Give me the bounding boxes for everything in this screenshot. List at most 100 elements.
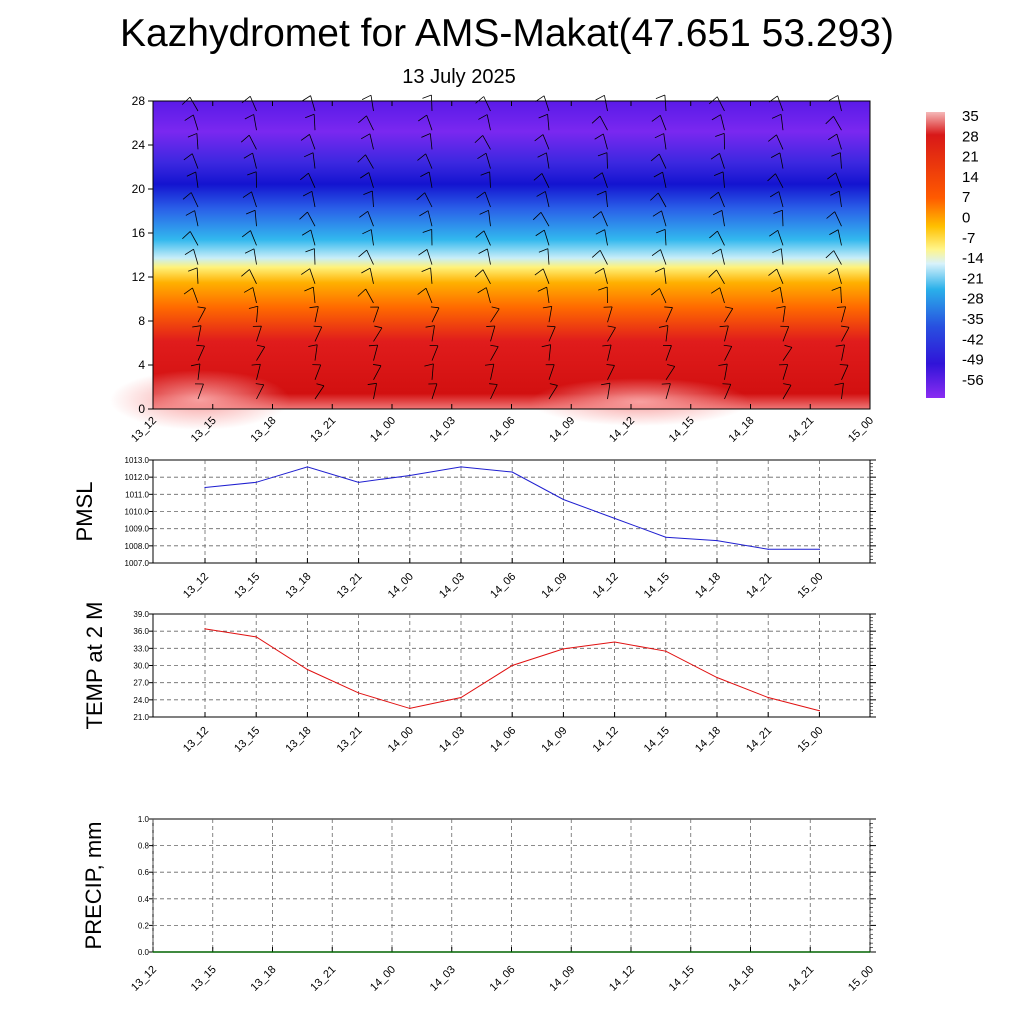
wind-barb-flag [362, 229, 372, 235]
data-point [255, 481, 257, 483]
data-point [511, 471, 513, 473]
wind-barb-flag [418, 249, 428, 256]
wind-barb [841, 344, 845, 361]
wind-barb-flag [474, 135, 484, 144]
wind-barb-flag [723, 344, 732, 347]
wind-barb [424, 192, 433, 208]
wind-barb-flag [598, 286, 608, 291]
wind-barb-flag [783, 383, 792, 386]
wind-barb [309, 268, 316, 284]
wind-barb-flag [595, 229, 605, 235]
wind-barb-flag [367, 382, 377, 385]
wind-barb-flag [708, 96, 718, 105]
wind-barb [546, 287, 550, 304]
y-tick-label: 1008.0 [125, 542, 150, 551]
data-point [630, 951, 632, 953]
wind-barb [543, 229, 550, 246]
wind-barb [253, 248, 257, 265]
wind-barb-flag [480, 171, 490, 176]
wind-barb-flag [251, 363, 261, 366]
wind-barb-flag [244, 248, 255, 254]
wind-barb [425, 288, 433, 304]
wind-barb [249, 96, 257, 112]
wind-barb [665, 345, 672, 361]
colorbar-label: -7 [962, 230, 975, 247]
wind-barb-flag [549, 383, 558, 386]
data-point [818, 548, 821, 550]
wind-barb-flag [654, 133, 664, 139]
wind-barb-flag [597, 152, 608, 157]
wind-barb-flag [301, 95, 311, 102]
wind-barb-flag [357, 154, 366, 163]
wind-barb-flag [299, 211, 308, 220]
wind-barb [373, 365, 382, 380]
wind-barb [251, 191, 257, 208]
wind-barb-flag [769, 191, 780, 198]
wind-barb-flag [305, 248, 315, 253]
wind-barb [607, 306, 613, 323]
wind-barb-flag [711, 114, 721, 121]
x-tick-label: 14_06 [488, 571, 518, 601]
wind-barb-flag [602, 344, 612, 347]
wind-barb-flag [719, 325, 729, 328]
wind-barb-flag [829, 229, 839, 235]
wind-barb-flag [831, 286, 841, 291]
x-tick-label: 15_00 [795, 725, 825, 755]
colorbar-label: 7 [962, 189, 970, 206]
x-tick-label: 14_09 [539, 725, 569, 755]
data-point [331, 951, 333, 953]
data-point [869, 951, 871, 953]
wind-barb [782, 364, 789, 380]
wind-barb [426, 114, 433, 131]
wind-barb [722, 171, 725, 188]
wind-barb [314, 248, 316, 265]
x-tick-label: 14_21 [744, 725, 774, 755]
x-tick-label: 15_00 [846, 964, 876, 994]
data-point [511, 664, 513, 667]
wind-barb [192, 287, 199, 304]
wind-barb [719, 153, 725, 169]
data-point [767, 548, 769, 550]
wind-barb [365, 288, 374, 304]
wind-barb-flag [196, 344, 205, 347]
y-tick-label: 21.0 [133, 713, 149, 722]
wind-barb [659, 288, 667, 304]
wind-barb-flag [188, 267, 198, 272]
wind-barb [250, 230, 257, 246]
wind-barb [833, 250, 842, 265]
data-point [570, 951, 572, 953]
wind-barb [665, 325, 669, 342]
x-tick-label: 14_03 [428, 415, 458, 445]
wind-barb [602, 133, 608, 150]
wind-barb [663, 133, 667, 150]
wind-barb [254, 210, 257, 227]
wind-barb [256, 326, 262, 342]
wind-barb-flag [654, 267, 665, 273]
data-point [716, 676, 718, 679]
wind-barb-flag [479, 209, 489, 215]
wind-barb-flag [830, 190, 840, 196]
y-tick-label: 24.0 [133, 696, 149, 705]
wind-barb [252, 152, 257, 169]
wind-barb-flag [650, 192, 659, 201]
wind-barb [780, 114, 784, 131]
wind-barb [717, 230, 725, 246]
wind-barb [834, 211, 842, 227]
y-tick-label: 28 [132, 94, 146, 108]
wind-barb [314, 364, 322, 380]
data-point [306, 466, 308, 468]
data-point [510, 951, 513, 953]
wind-barb [196, 267, 199, 284]
wind-barb [716, 96, 725, 112]
wind-barb-flag [537, 286, 547, 292]
wind-barbs [181, 94, 850, 400]
y-axis-title: PMSL [72, 482, 97, 542]
x-tick-label: 13_18 [283, 725, 313, 755]
wind-barb [431, 94, 433, 112]
wind-barb [314, 326, 323, 342]
x-tick-label: 14_00 [386, 725, 416, 755]
wind-barb [249, 269, 257, 284]
wind-barb-flag [592, 211, 602, 219]
wind-barb [545, 191, 550, 208]
